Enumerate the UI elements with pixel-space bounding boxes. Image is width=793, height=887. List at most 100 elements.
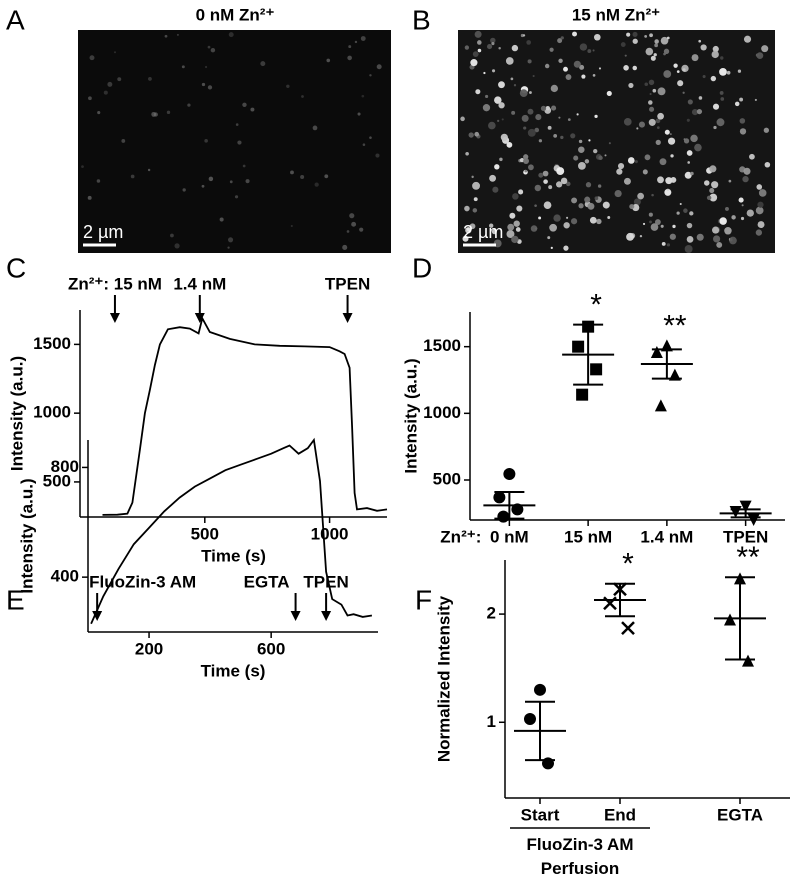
speck (229, 180, 233, 184)
speck (698, 96, 703, 100)
speck (369, 74, 372, 77)
speck (361, 94, 365, 98)
speck (553, 133, 558, 138)
speck (758, 189, 767, 197)
point (503, 468, 516, 480)
speck (286, 84, 290, 89)
point (534, 683, 546, 696)
arrow-head (342, 313, 353, 323)
speck (532, 74, 535, 78)
speck (755, 206, 764, 215)
speck (711, 50, 719, 59)
speck (634, 160, 638, 164)
y-tick-label: 1500 (423, 336, 461, 355)
speck (756, 184, 763, 190)
panel-letter: C (6, 252, 26, 283)
speck (210, 47, 216, 53)
speck (686, 118, 690, 122)
speck (638, 121, 645, 128)
scale-label: 2 µm (83, 222, 123, 242)
speck (636, 127, 639, 130)
speck (712, 226, 720, 234)
speck (219, 217, 224, 222)
speck (746, 209, 754, 217)
speck (489, 223, 494, 228)
speck (174, 243, 180, 249)
speck (113, 51, 117, 54)
speck (518, 189, 524, 195)
arrow-head (321, 611, 332, 621)
speck (89, 55, 95, 61)
speck (566, 216, 569, 219)
speck (207, 85, 213, 90)
speck (242, 164, 246, 168)
speck (731, 215, 736, 220)
speck (669, 233, 676, 240)
speck (650, 55, 656, 61)
speck (544, 63, 550, 69)
speck (560, 36, 564, 40)
arrow-head (109, 313, 120, 323)
speck (354, 40, 358, 44)
speck (637, 192, 644, 200)
group-label: FluoZin-3 AM Perfusion (526, 835, 633, 878)
speck (207, 45, 211, 49)
speck (606, 90, 612, 97)
speck (683, 208, 688, 213)
speck (607, 216, 611, 219)
arrow-head (194, 313, 205, 323)
point (654, 399, 667, 412)
speck (719, 67, 727, 76)
speck (491, 69, 496, 73)
speck (187, 103, 191, 107)
speck (763, 127, 770, 133)
speck (117, 77, 122, 82)
panel-letter: A (6, 4, 25, 35)
speck (499, 157, 503, 162)
speck (594, 114, 598, 118)
speck (250, 107, 255, 112)
speck (515, 227, 521, 232)
speck (669, 133, 672, 136)
group-label: Zn²⁺: (440, 527, 481, 546)
speck (578, 203, 584, 209)
speck (704, 180, 710, 186)
x-tick-label: 500 (191, 524, 219, 543)
speck (528, 164, 534, 171)
speck (698, 39, 702, 43)
speck (650, 223, 659, 231)
speck (711, 181, 719, 189)
speck (755, 229, 763, 236)
speck (719, 91, 724, 95)
y-axis-label: Intensity (a.u.) (17, 478, 36, 593)
speck (237, 140, 242, 145)
speck (511, 44, 519, 52)
annotation: TPEN (303, 572, 348, 591)
speck (676, 70, 680, 74)
speck (500, 133, 508, 141)
image-title: 0 nM Zn²⁺ (196, 5, 275, 24)
speck (709, 165, 717, 173)
speck (509, 212, 516, 219)
speck (513, 84, 517, 87)
speck (530, 225, 538, 232)
speck (639, 234, 643, 238)
speck (623, 118, 632, 126)
speck (720, 97, 725, 101)
speck (686, 236, 694, 243)
speck (227, 237, 234, 243)
x-tick-label: 600 (257, 639, 285, 658)
speck (547, 236, 551, 240)
speck (592, 74, 596, 77)
speck (632, 31, 638, 37)
speck (242, 102, 247, 108)
speck (713, 235, 721, 243)
speck (652, 88, 657, 93)
speck (181, 65, 185, 69)
speck (324, 174, 329, 179)
speck (679, 202, 682, 206)
annotation: 1.4 nM (173, 274, 226, 293)
scale-label: 2 µm (463, 222, 503, 242)
y-tick-label: 800 (51, 457, 79, 476)
speck (527, 59, 532, 64)
